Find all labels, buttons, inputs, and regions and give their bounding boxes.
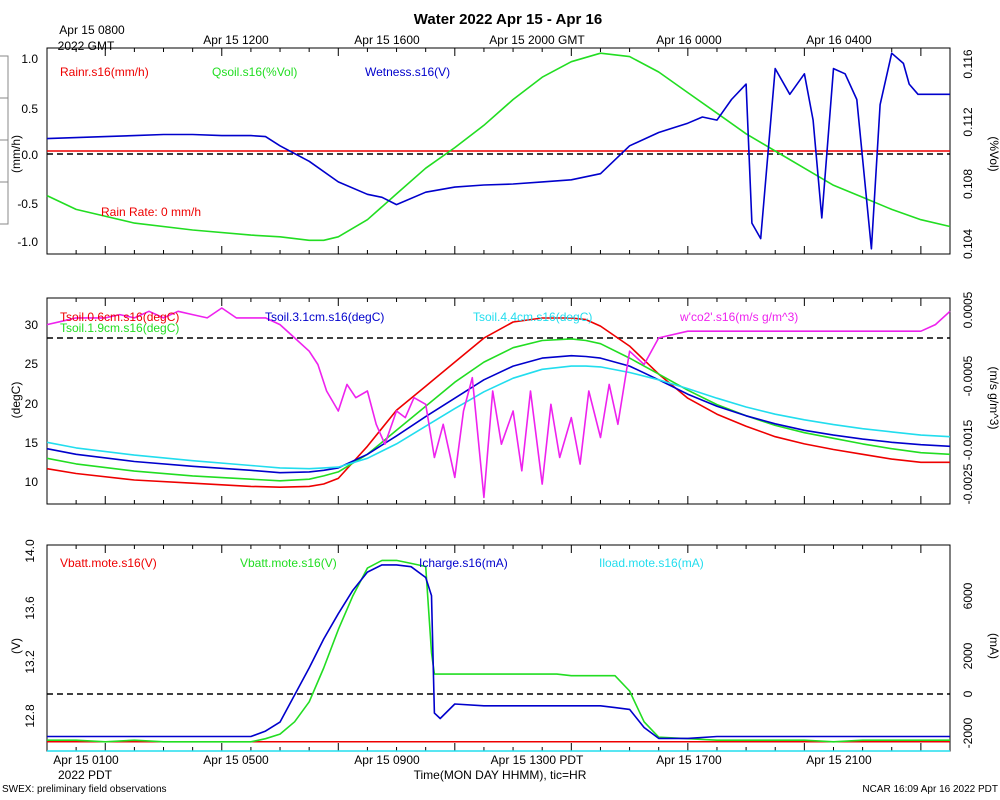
legend-vbatt-red: Vbatt.mote.s16(V) (60, 556, 157, 570)
y-tick-label: 0.0 (21, 148, 38, 162)
y-tick-label: 0.108 (961, 169, 975, 199)
legend-tsoil-4-4: Tsoil.4.4cm.s16(degC) (473, 310, 592, 324)
y-axis-label-right: (m/s g/m^3) (987, 367, 1000, 430)
series-line-icharge-s16-ma (47, 564, 950, 740)
y-tick-label: -0.0005 (961, 355, 975, 396)
series-line-w-co2-s16-m-s-g-m-3 (46, 307, 951, 499)
series-line-tsoil-3-1cm-s16-degc (46, 354, 951, 474)
bottom-year-label: 2022 PDT (58, 768, 113, 782)
top-time-label: Apr 15 0800 (59, 23, 125, 37)
panel-rain-soil: 1.0 0.5 0.0 -0.5 -1.0 0.116 0.112 0.108 … (9, 47, 1000, 259)
series-line-vbatt-mote-s16-v (47, 559, 950, 743)
bottom-time-label: Apr 15 1700 (656, 753, 722, 767)
legend-tsoil-0-6: Tsoil.0.6cm.s16(degC) (60, 310, 179, 324)
y-tick-labels-right: 0.116 0.112 0.108 0.104 (961, 49, 975, 259)
legend-tsoil-3-1: Tsoil.3.1cm.s16(degC) (265, 310, 384, 324)
y-tick-labels-right: 6000 2000 0 -2000 (961, 582, 975, 748)
y-tick-label: 13.2 (23, 650, 37, 674)
y-tick-label: 10 (25, 475, 39, 489)
panel-frame (46, 544, 951, 752)
series-line-tsoil-0-6cm-s16-degc (46, 317, 950, 489)
y-axis-label-right: (mA) (987, 633, 1000, 659)
y-tick-labels-right: 0.0005 -0.0005 -0.0015 -0.0025 (961, 291, 975, 504)
rain-rate-annotation: Rain Rate: 0 mm/h (101, 205, 201, 219)
footer-left: SWEX: preliminary field observations (2, 784, 167, 795)
panel-frame (46, 297, 951, 505)
panel-ticks (46, 545, 951, 751)
bottom-time-axis: Apr 15 0100 Apr 15 0500 Apr 15 0900 Apr … (53, 753, 872, 782)
y-tick-label: 13.6 (23, 596, 37, 620)
legend-icharge: Icharge.s16(mA) (419, 556, 508, 570)
top-time-axis: Apr 15 0800 2022 GMT Apr 15 1200 Apr 15 … (58, 23, 872, 53)
panel-series (47, 559, 950, 752)
legend-wco2: w'co2'.s16(m/s g/m^3) (679, 310, 798, 324)
legend-qsoil: Qsoil.s16(%Vol) (212, 65, 297, 79)
y-tick-label: 1.0 (21, 52, 38, 66)
series-line-wetness-s16-v (46, 52, 950, 250)
panel-ticks (46, 298, 951, 504)
panel-soil-temp: 30 25 20 15 10 0.0005 -0.0005 -0.0015 -0… (9, 291, 1000, 505)
panel-series (46, 52, 951, 250)
top-time-label: Apr 15 1600 (354, 33, 420, 47)
y-axis-label-right: (%Vol) (987, 136, 1000, 171)
y-axis-label-left: (degC) (9, 382, 23, 419)
y-tick-label: 0.116 (961, 49, 975, 78)
legend-rainr: Rainr.s16(mm/h) (60, 65, 149, 79)
y-tick-label: 0.0005 (961, 291, 975, 328)
y-tick-label: 0.112 (961, 107, 975, 136)
y-tick-label: 0 (961, 690, 975, 697)
footer-right: NCAR 16:09 Apr 16 2022 PDT (862, 784, 998, 795)
y-tick-label: -0.0025 (961, 463, 975, 504)
bottom-time-label: Apr 15 2100 (806, 753, 872, 767)
bottom-time-label: Apr 15 0900 (354, 753, 420, 767)
y-tick-label: 20 (25, 397, 39, 411)
top-time-label: Apr 15 1200 (203, 33, 269, 47)
y-tick-labels-left: 30 25 20 15 10 (25, 318, 39, 489)
y-tick-label: 6000 (961, 582, 975, 609)
bottom-time-label: Apr 15 1300 PDT (491, 753, 584, 767)
left-edge-bracket (0, 55, 9, 225)
y-tick-label: 12.8 (23, 704, 37, 728)
legend-iload: Iload.mote.s16(mA) (599, 556, 704, 570)
y-tick-labels-left: 1.0 0.5 0.0 -0.5 -1.0 (17, 52, 38, 249)
y-tick-label: 30 (25, 318, 39, 332)
top-time-label: Apr 16 0400 (806, 33, 872, 47)
y-tick-label: -0.0015 (961, 419, 975, 460)
top-time-label: Apr 16 0000 (656, 33, 722, 47)
bottom-time-label: Apr 15 0500 (203, 753, 269, 767)
top-time-label: Apr 15 2000 GMT (489, 33, 585, 47)
series-line-tsoil-1-9cm-s16-degc (46, 338, 951, 482)
y-tick-label: 2000 (961, 642, 975, 669)
y-tick-label: 0.5 (21, 102, 38, 116)
panel-ticks (46, 48, 951, 254)
y-axis-label-left: (V) (9, 638, 23, 654)
panel-series (46, 307, 951, 499)
y-tick-label: -0.5 (17, 197, 38, 211)
bottom-time-label: Apr 15 0100 (53, 753, 119, 767)
panel-battery: 14.0 13.6 13.2 12.8 6000 2000 0 -2000 (V… (9, 539, 1000, 752)
top-time-label: 2022 GMT (58, 39, 115, 53)
series-line-tsoil-4-4cm-s16-degc (46, 365, 951, 470)
legend-wetness: Wetness.s16(V) (365, 65, 450, 79)
y-tick-label: -2000 (961, 717, 975, 748)
y-tick-label: 15 (25, 436, 39, 450)
legend-tsoil-1-9: Tsoil.1.9cm.s16(degC) (60, 321, 179, 335)
legend-vbatt-green: Vbatt.mote.s16(V) (240, 556, 337, 570)
chart-title: Water 2022 Apr 15 - Apr 16 (414, 11, 602, 28)
series-line-qsoil-s16-vol (46, 52, 951, 242)
y-tick-labels-left: 14.0 13.6 13.2 12.8 (23, 539, 37, 728)
y-tick-label: 14.0 (23, 539, 37, 563)
y-tick-label: -1.0 (17, 235, 38, 249)
y-axis-label-left: (mm/h) (9, 135, 23, 173)
y-tick-label: 0.104 (961, 229, 975, 259)
x-axis-label: Time(MON DAY HHMM), tic=HR (414, 768, 587, 782)
y-tick-label: 25 (25, 357, 39, 371)
